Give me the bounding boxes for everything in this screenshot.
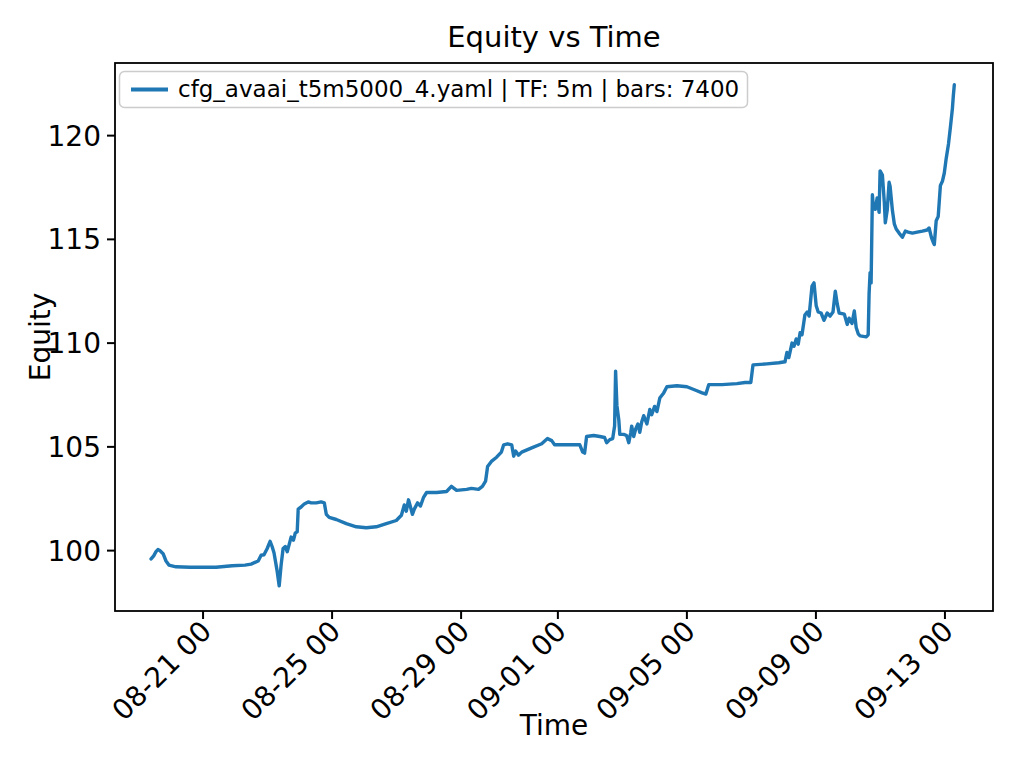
legend-label: cfg_avaai_t5m5000_4.yaml | TF: 5m | bars… (178, 76, 739, 102)
equity-line-series (151, 85, 954, 586)
x-tick-label: 08-21 00 (106, 615, 218, 727)
matplotlib-figure: 08-21 0008-25 0008-29 0009-01 0009-05 00… (0, 0, 1024, 768)
x-tick-label: 08-29 00 (364, 615, 476, 727)
chart-title: Equity vs Time (447, 20, 660, 54)
legend: cfg_avaai_t5m5000_4.yaml | TF: 5m | bars… (120, 72, 748, 108)
x-tick-label: 09-13 00 (848, 615, 960, 727)
y-tick-label: 100 (48, 535, 101, 568)
y-tick-label: 120 (48, 120, 101, 153)
x-axis-label: Time (519, 709, 589, 742)
y-axis-ticks: 100105110115120 (48, 120, 115, 568)
x-tick-label: 09-05 00 (589, 615, 701, 727)
x-tick-label: 08-25 00 (235, 615, 347, 727)
y-axis-label: Equity (24, 293, 57, 382)
x-tick-label: 09-09 00 (719, 615, 831, 727)
y-tick-label: 105 (48, 431, 101, 464)
equity-vs-time-chart: 08-21 0008-25 0008-29 0009-01 0009-05 00… (0, 0, 1024, 768)
y-tick-label: 115 (48, 223, 101, 256)
